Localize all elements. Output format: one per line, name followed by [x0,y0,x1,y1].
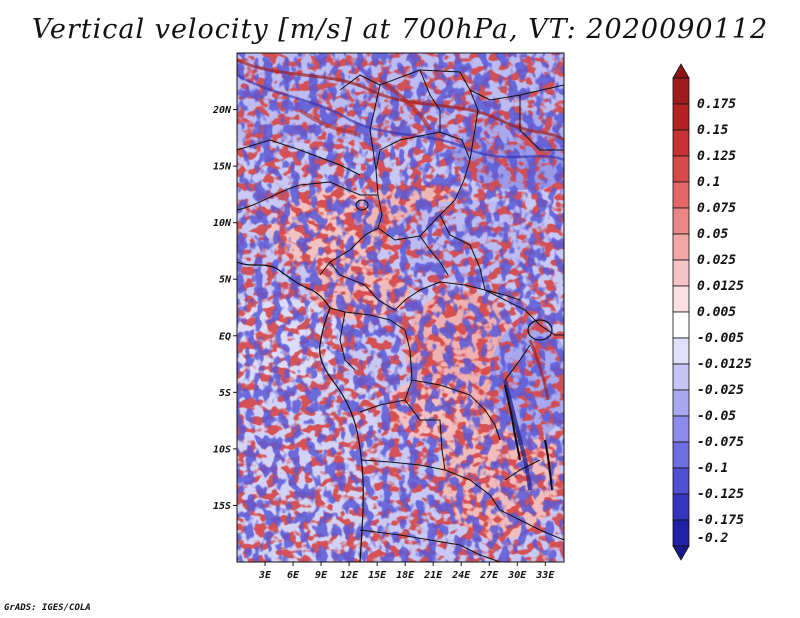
colorbar-swatch [672,155,690,183]
colorbar-label: 0.1 [697,175,720,190]
lon-tick-label: 21E [423,570,443,581]
lat-axis: 20N 15N 10N 5N EQ 5S 10S 15S [212,105,237,512]
colorbar-label: -0.175 [697,513,744,528]
borders-layer [237,69,564,562]
lat-tick-label: 10N [213,218,232,229]
colorbar-over-triangle [672,63,690,79]
lat-tick-label: EQ [219,331,231,342]
country-borders [237,69,564,562]
colorbar-swatch [672,389,690,417]
lon-tick-label: 9E [315,570,328,581]
lat-tick-label: 5S [219,388,231,399]
colorbar-label: -0.005 [697,331,744,346]
lon-tick-label: 27E [479,570,499,581]
colorbar-swatch [672,311,690,339]
lon-tick-label: 12E [340,570,359,581]
colorbar-swatch [672,207,690,235]
colorbar-swatch [672,259,690,287]
chart-title: Vertical velocity [m/s] at 700hPa, VT: 2… [31,14,769,45]
colorbar-swatch [672,493,690,521]
colorbar-label: 0.025 [697,253,736,268]
lat-tick-label: 10S [213,444,231,455]
lon-tick-label: 3E [258,570,272,581]
colorbar-label: -0.05 [697,409,736,424]
lon-axis: 3E 6E 9E 12E 15E 18E 21E 24E 27E 30E 33E [258,562,555,581]
footer-credit: GrADS: IGES/COLA [4,603,91,613]
lat-tick-label: 5N [219,275,232,286]
lake-malawi [544,439,553,491]
lon-tick-label: 24E [451,570,471,581]
colorbar-label: -0.075 [697,435,744,450]
coastline [237,261,364,562]
lat-tick-label: 20N [212,105,232,116]
lon-tick-label: 6E [287,570,300,581]
colorbar-swatch [672,285,690,313]
colorbar-swatch [672,441,690,469]
colorbar-label: 0.05 [697,227,728,242]
colorbar-label: 0.0125 [697,279,744,294]
lat-tick-label: 15S [213,501,231,512]
colorbar-swatch [672,103,690,131]
lake-tanganyika [504,384,521,461]
lat-tick-label: 15N [213,162,232,173]
colorbar-swatch [672,363,690,391]
lon-tick-label: 33E [535,570,555,581]
colorbar-label: 0.15 [697,123,728,138]
colorbar-label: -0.1 [697,461,728,476]
colorbar-under-triangle [672,545,690,561]
lon-tick-label: 18E [396,570,415,581]
colorbar-label: -0.2 [697,531,728,546]
colorbar-label: -0.125 [697,487,744,502]
colorbar-swatch [672,181,690,209]
lake-chad [355,199,369,211]
colorbar-label: 0.005 [697,305,736,320]
field-layer [237,53,564,562]
colorbar-swatch [672,467,690,495]
colorbar-label: 0.175 [697,97,736,112]
colorbar-swatch [672,415,690,443]
lon-tick-label: 30E [507,570,527,581]
map-frame [236,52,565,563]
colorbar-label: 0.075 [697,201,736,216]
colorbar-label: -0.0125 [697,357,752,372]
colorbar-swatch [672,77,690,105]
colorbar-swatch [672,337,690,365]
colorbar-label: 0.125 [697,149,736,164]
colorbar-label: -0.025 [697,383,744,398]
colorbar-swatch [672,233,690,261]
colorbar: 0.175 0.15 0.125 0.1 0.075 0.05 0.025 0.0125 0.0… [672,63,752,561]
lake-victoria [527,319,553,341]
colorbar-swatch [672,129,690,157]
colorbar-swatch [672,519,690,547]
lon-tick-label: 15E [368,570,387,581]
